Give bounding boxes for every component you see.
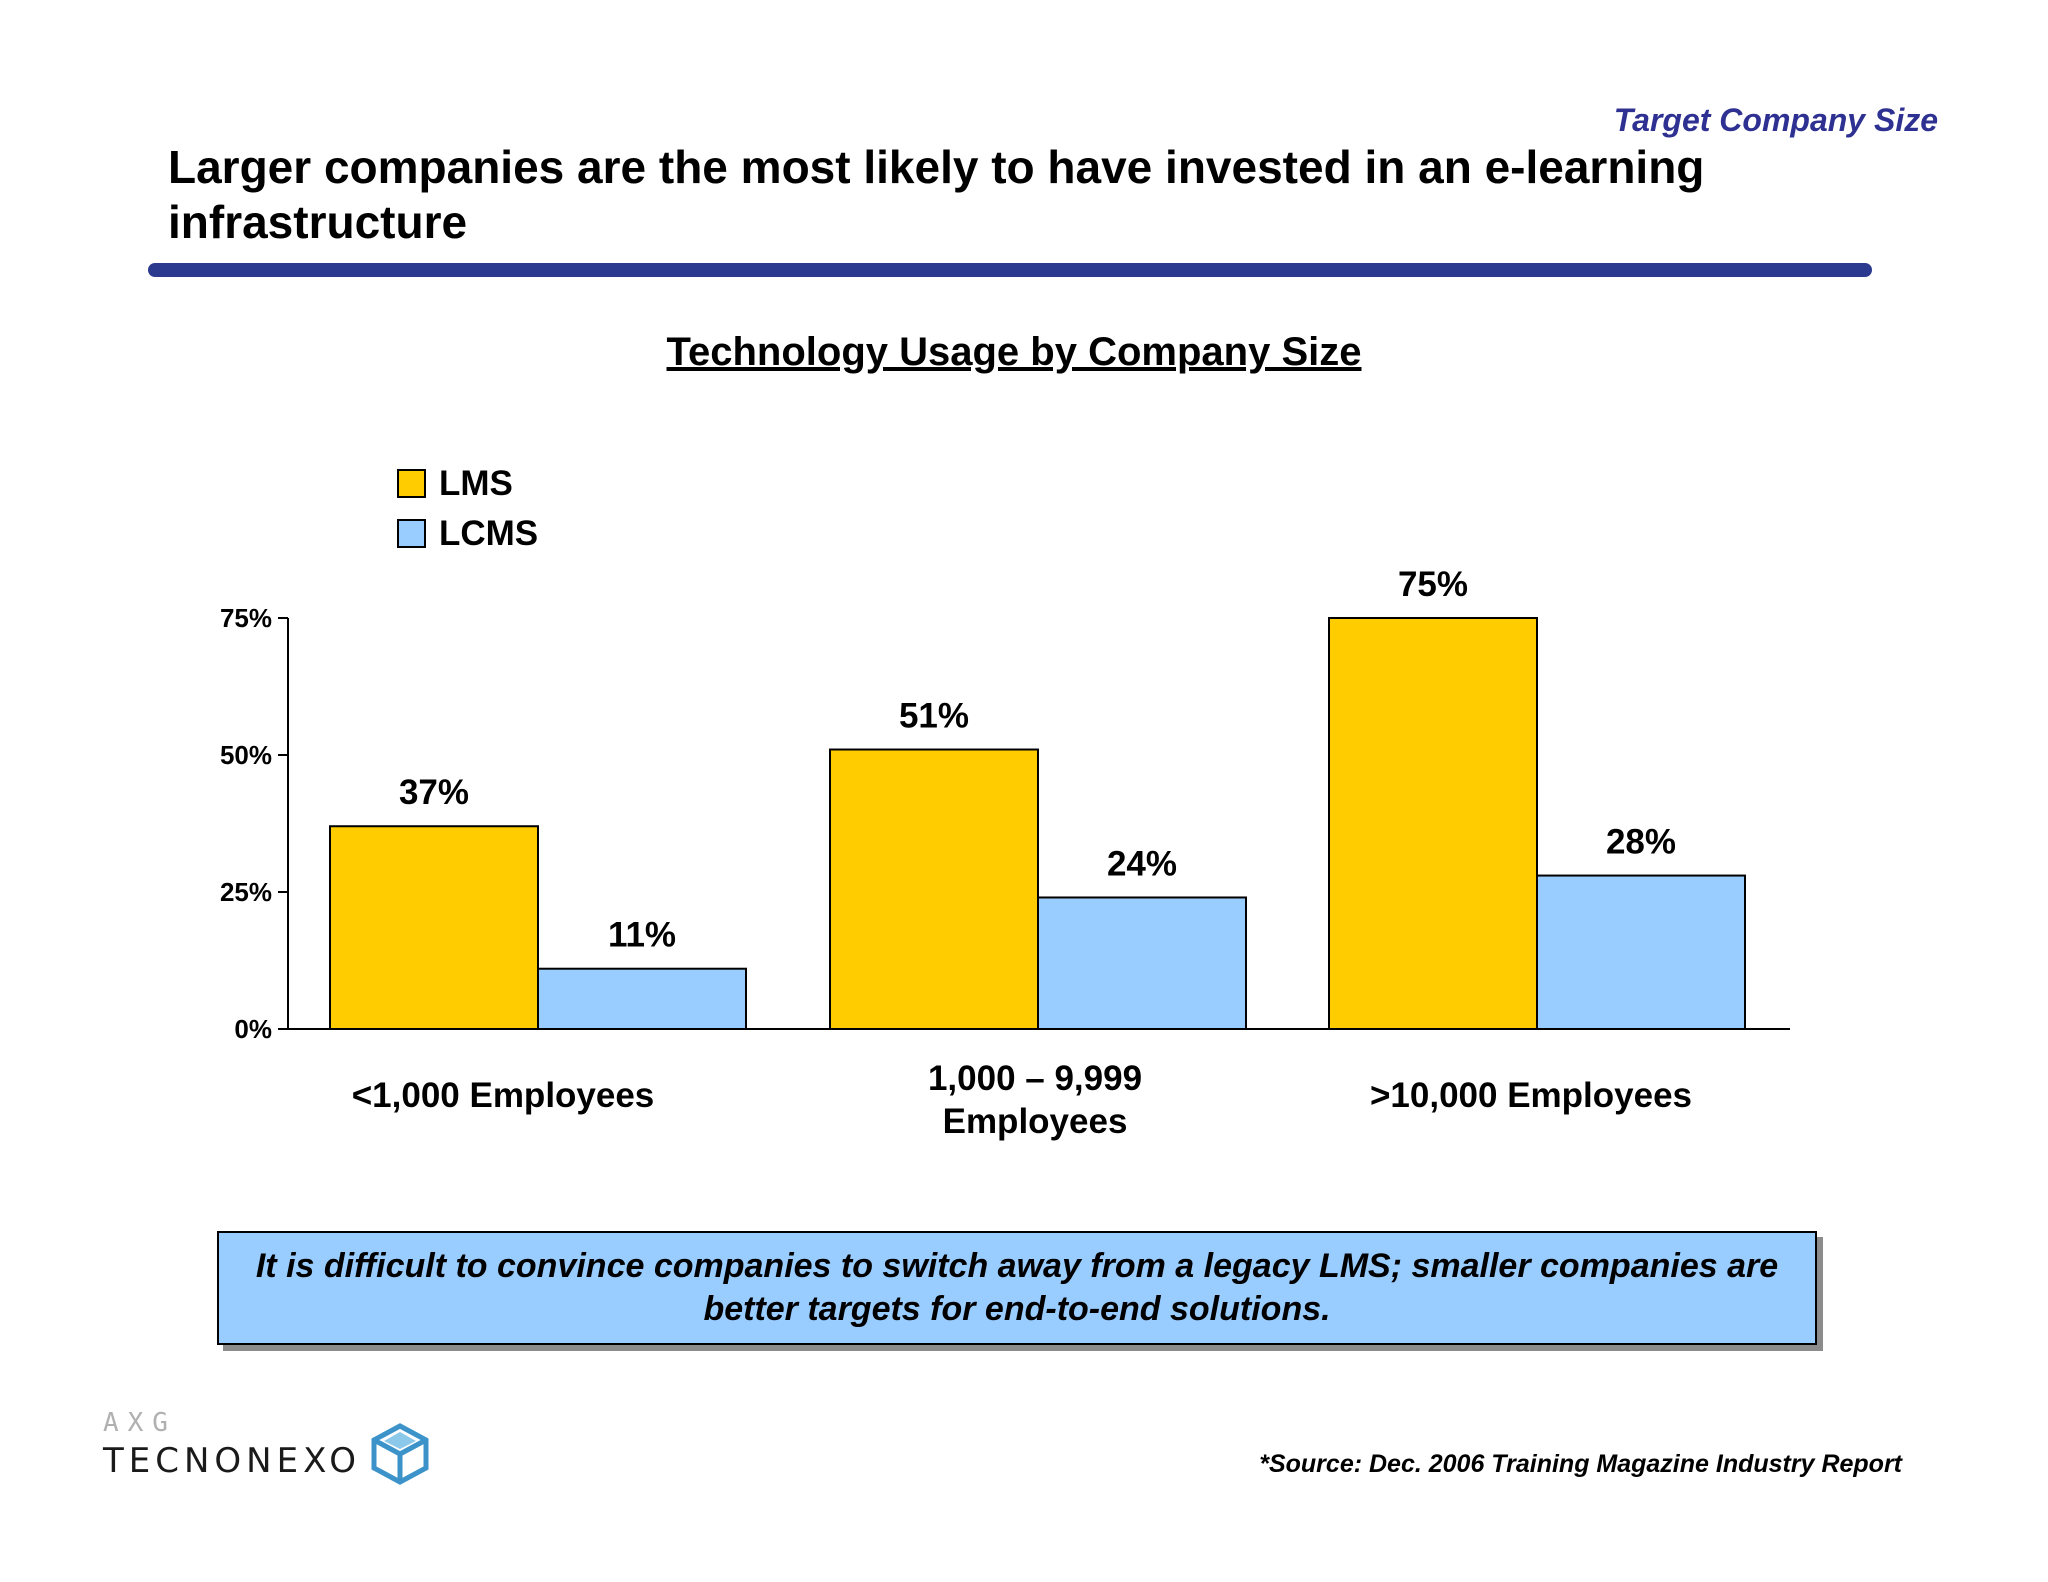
bar-lms — [329, 825, 539, 1030]
logo-axg-text: AXG — [103, 1408, 177, 1438]
bar-lms — [829, 748, 1039, 1031]
y-tick-label: 75% — [220, 603, 272, 633]
bar-lcms — [1037, 896, 1247, 1030]
chart-title: Technology Usage by Company Size — [666, 330, 1362, 374]
legend-swatch-lms — [397, 469, 426, 498]
section-label: Target Company Size — [1613, 102, 1938, 138]
category-label: Employees — [943, 1102, 1128, 1141]
y-tick-label: 25% — [220, 877, 272, 907]
data-label: 51% — [899, 697, 969, 736]
y-tick-label: 50% — [220, 740, 272, 770]
data-label: 11% — [608, 916, 676, 955]
bar-lms — [1328, 617, 1538, 1030]
data-label: 28% — [1606, 823, 1676, 862]
takeaway-box: It is difficult to convince companies to… — [217, 1231, 1817, 1345]
source-note: *Source: Dec. 2006 Training Magazine Ind… — [1259, 1450, 1902, 1478]
page-title: Larger companies are the most likely to … — [168, 141, 1705, 248]
y-tick-label: 0% — [234, 1014, 272, 1044]
bar-lcms — [1536, 874, 1746, 1030]
data-label: 37% — [399, 773, 469, 812]
logo-name-text: TECNONEXO — [103, 1441, 361, 1481]
category-label: >10,000 Employees — [1370, 1076, 1692, 1115]
category-label: 1,000 – 9,999 — [928, 1059, 1142, 1098]
legend-label-lms: LMS — [439, 464, 513, 503]
title-divider — [148, 263, 1872, 277]
legend-label-lcms: LCMS — [439, 514, 538, 553]
category-label: <1,000 Employees — [352, 1076, 655, 1115]
data-label: 24% — [1107, 844, 1177, 883]
bar-lcms — [537, 967, 747, 1030]
takeaway-text: It is difficult to convince companies to… — [255, 1247, 1779, 1328]
legend-swatch-lcms — [397, 519, 426, 548]
company-logo: AXG TECNONEXO — [100, 1408, 440, 1488]
data-label: 75% — [1398, 565, 1468, 604]
cube-logo-icon — [371, 1423, 429, 1485]
